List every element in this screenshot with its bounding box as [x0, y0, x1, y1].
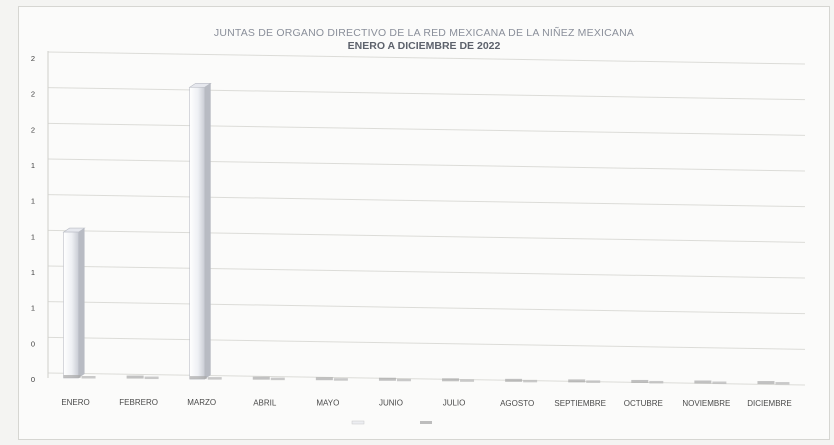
bar-base [378, 377, 396, 381]
gridline [47, 194, 806, 208]
bar-series-2 [712, 381, 727, 384]
x-category-label: FEBRERO [119, 398, 158, 407]
bar-series-2 [775, 382, 790, 385]
bar-series-2 [207, 377, 222, 380]
x-category-label: NOVIEMBRE [682, 399, 730, 408]
y-tick-label: 2 [31, 125, 35, 134]
y-tick-label: 0 [31, 339, 35, 348]
y-tick-label: 1 [31, 304, 35, 313]
bar-base [315, 377, 333, 381]
bar-base [63, 375, 81, 378]
gridline [47, 158, 806, 172]
bar-base [568, 379, 586, 383]
x-category-label: JULIO [443, 399, 466, 408]
legend-swatch-2 [420, 421, 432, 424]
bar-series-2 [460, 379, 475, 382]
bar-base [631, 379, 649, 383]
bar-side-face [204, 83, 211, 380]
y-tick-label: 0 [31, 375, 35, 384]
bar-base [126, 375, 144, 379]
gridline [47, 301, 806, 315]
x-category-label: AGOSTO [500, 399, 534, 408]
legend-swatch-1 [351, 420, 365, 425]
bar-series-2 [270, 377, 285, 381]
gridline [47, 372, 806, 386]
x-category-label: MARZO [187, 398, 216, 407]
y-tick-label: 2 [31, 90, 35, 99]
bar-series-2 [649, 380, 664, 384]
x-category-label: DICIEMBRE [747, 399, 791, 408]
gridline [47, 122, 806, 136]
chart-frame: JUNTAS DE ORGANO DIRECTIVO DE LA RED MEX… [18, 6, 830, 440]
bar [63, 231, 79, 379]
x-category-label: OCTUBRE [624, 399, 663, 408]
bar-series-2 [144, 376, 159, 380]
bar-base [505, 378, 523, 382]
y-tick-label: 2 [31, 54, 35, 63]
bar-base [442, 378, 460, 382]
bar-side-face [78, 228, 85, 378]
x-category-label: MAYO [316, 398, 339, 407]
bar-series-2 [333, 378, 348, 381]
x-category-label: ABRIL [253, 398, 277, 407]
bar-series-2 [523, 379, 538, 383]
y-tick-label: 1 [31, 197, 35, 206]
bar-series-2 [396, 378, 411, 382]
chart-subtitle: ENERO A DICIEMBRE DE 2022 [347, 40, 501, 52]
bar-base [694, 380, 712, 384]
chart-title: JUNTAS DE ORGANO DIRECTIVO DE LA RED MEX… [213, 27, 635, 39]
gridline [47, 87, 806, 101]
y-tick-label: 1 [31, 161, 35, 170]
x-category-label: JUNIO [379, 399, 403, 408]
bar-series-2 [81, 376, 96, 379]
gridline [47, 51, 806, 65]
gridline [47, 336, 806, 350]
y-tick-label: 1 [31, 232, 35, 241]
y-tick-label: 1 [31, 268, 35, 277]
bar-series-2 [586, 380, 601, 383]
bar [189, 86, 206, 380]
gridline [47, 229, 806, 243]
gridline [47, 265, 806, 279]
bar-base [189, 376, 207, 380]
x-category-label: SEPTIEMBRE [554, 399, 606, 408]
bar-base [252, 376, 270, 380]
x-category-label: ENERO [61, 398, 89, 407]
bar-base [757, 381, 775, 385]
